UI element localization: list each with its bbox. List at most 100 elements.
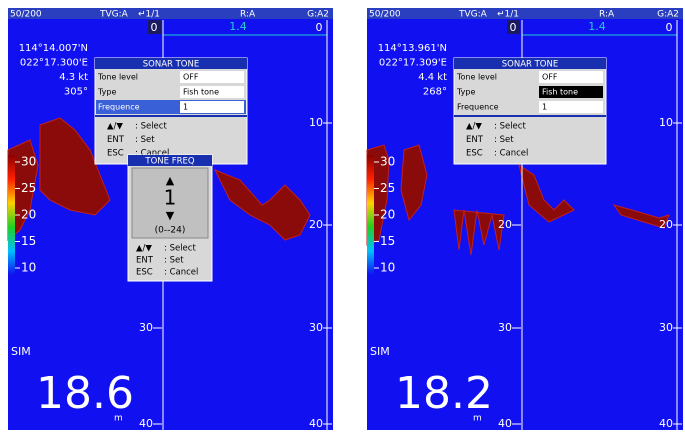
menu-row-value: Fish tone [183,88,219,97]
header-range: 50/200 [10,10,42,20]
top-scale-box [507,20,520,34]
depth-value: 18.2 [395,368,493,419]
depth-unit: m [114,414,123,424]
top-scale-left: 0 [510,21,517,34]
header-bar [8,8,333,19]
color-scale-label: 20 [380,208,395,222]
help-key: ▲/▼ [107,122,123,132]
depth-label: 20 [498,218,512,231]
echo [213,169,311,241]
menu-row-value-box[interactable] [539,86,603,98]
depth-label: 20 [659,218,673,231]
submenu-range: (0--24) [155,226,186,236]
menu-row-label: Frequence [457,103,499,112]
header-g: G:A2 [307,10,329,20]
help-action: : Cancel [164,268,198,278]
depth-label: 30 [498,321,512,334]
top-scale-left: 0 [151,21,158,34]
color-scale [8,155,15,275]
menu-row-label: Tone level [456,73,497,82]
help-action: : Select [494,122,526,132]
depth-label: 40 [139,417,153,430]
mode: SIM [11,345,31,358]
top-scale-value: 1.4 [229,20,247,33]
header-g: G:A2 [657,10,679,20]
position-heading: 305° [64,87,88,98]
help-key: ESC [107,149,124,159]
help-action: : Cancel [494,149,528,159]
color-scale-label: 20 [21,208,36,222]
depth-label: 30 [309,321,323,334]
color-scale-label: 15 [21,234,36,248]
menu-title: SONAR TONE [143,60,199,70]
depth-value: 18.6 [36,368,134,419]
header-tvg: TVG:A [458,10,488,20]
menu-row-value: 1 [183,103,188,112]
top-scale-value: 1.4 [588,20,606,33]
menu-row-label: Type [97,88,116,97]
top-scale-right: 0 [666,21,673,34]
menu-row-value: OFF [542,73,558,82]
menu-title-bar [95,58,247,69]
menu-row-value-box[interactable] [539,101,603,113]
header-r: R:A [599,10,615,20]
menu-row-value-box[interactable] [180,86,244,98]
echo [518,163,575,223]
header-page: ↵1/1 [138,10,160,20]
position-heading: 268° [423,87,447,98]
submenu-up: ▲ [166,174,175,187]
submenu-value-box [131,167,209,239]
help-key: ▲/▼ [136,244,152,254]
header-tvg: TVG:A [99,10,129,20]
help-action: : Cancel [135,149,169,159]
help-action: : Set [164,256,184,266]
color-scale [367,155,374,275]
menu-row-value-box[interactable] [180,71,244,83]
echo [612,204,670,229]
help-key: ESC [466,149,483,159]
help-action: : Set [135,135,155,145]
menu-title: SONAR TONE [502,60,558,70]
submenu-down: ▼ [166,209,175,222]
submenu-title: TONE FREQ [144,157,194,167]
header-page: ↵1/1 [497,10,519,20]
help-action: : Select [135,122,167,132]
top-scale-box [148,20,161,34]
position-lon: 022°17.309'E [379,58,447,69]
help-key: ENT [466,135,484,145]
help-key: ▲/▼ [466,122,482,132]
help-action: : Select [164,244,196,254]
header-r: R:A [240,10,256,20]
depth-label: 30 [139,321,153,334]
menu-row-label: Type [456,88,475,97]
menu-row-label: Frequence [98,103,140,112]
menu-row-value: 1 [542,103,547,112]
echo [453,209,505,256]
position-speed: 4.3 kt [59,72,88,83]
help-key: ESC [136,268,153,278]
submenu-title-bar [128,155,212,166]
depth-label: 40 [498,417,512,430]
color-scale-label: 30 [21,155,36,169]
header-range: 50/200 [369,10,401,20]
menu-row-value: OFF [183,73,199,82]
color-scale-label: 30 [380,155,395,169]
depth-label: 40 [309,417,323,430]
mode: SIM [370,345,390,358]
depth-label: 30 [659,321,673,334]
menu-row-value-box[interactable] [180,101,244,113]
depth-label: 20 [309,218,323,231]
depth-label: 10 [659,116,673,129]
depth-unit: m [473,414,482,424]
position-speed: 4.4 kt [418,72,447,83]
echo [400,144,428,222]
color-scale-label: 10 [21,261,36,275]
submenu-value: 1 [164,186,177,210]
help-key: ENT [136,256,154,266]
position-lat: 114°14.007'N [19,43,88,54]
menu-row-value-box[interactable] [539,71,603,83]
color-scale-label: 25 [380,181,395,195]
color-scale-label: 10 [380,261,395,275]
menu-row-label: Tone level [97,73,138,82]
